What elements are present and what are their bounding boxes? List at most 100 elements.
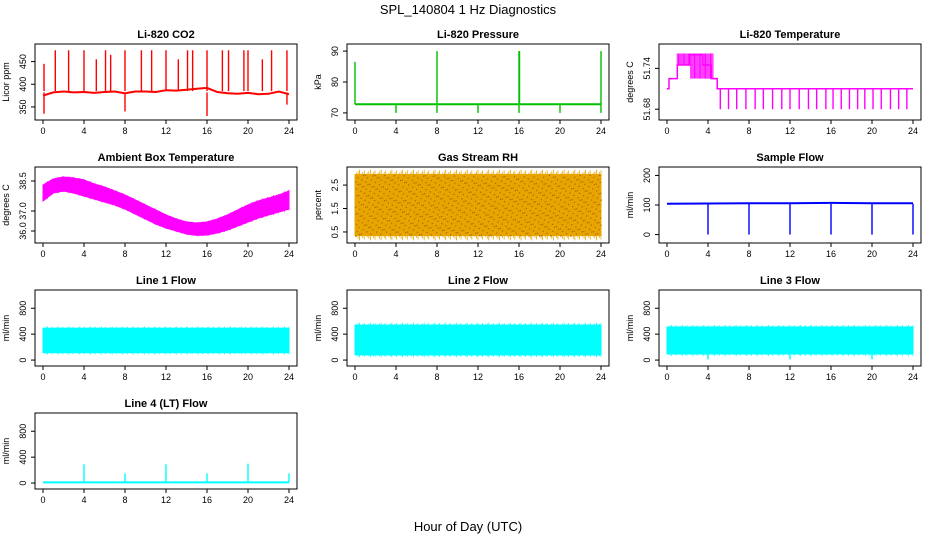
rh-dot	[421, 215, 423, 217]
rh-dot	[506, 178, 508, 180]
rh-dot	[514, 183, 516, 185]
panel-line2_flow: Line 2 Flow ml/min 0 4 8 12 16 20 24 0 400 800	[313, 275, 610, 382]
rh-dot	[379, 190, 381, 193]
rh-dot	[425, 182, 427, 184]
rh-dot	[447, 220, 449, 223]
rh-dot	[469, 234, 471, 236]
rh-dot	[361, 215, 363, 217]
rh-dot	[376, 177, 378, 179]
rh-dot	[414, 225, 416, 227]
rh-dot	[368, 208, 371, 211]
rh-dot	[439, 216, 441, 218]
x-tick-label: 24	[908, 249, 918, 259]
rh-dot	[444, 218, 447, 220]
rh-dot	[504, 182, 506, 185]
rh-dot	[567, 221, 569, 224]
y-tick-label: 38.5	[18, 172, 28, 190]
rh-dot	[371, 186, 373, 188]
rh-dot	[372, 175, 374, 177]
rh-dot	[380, 233, 382, 235]
rh-dot	[491, 187, 493, 189]
rh-dot	[367, 220, 369, 222]
rh-dot	[472, 229, 475, 232]
x-tick-label: 12	[473, 372, 483, 382]
rh-dot	[582, 181, 584, 183]
rh-dot	[591, 181, 593, 183]
x-tick-label: 24	[596, 372, 606, 382]
x-tick-label: 16	[826, 372, 836, 382]
rh-dot	[449, 227, 451, 229]
y-axis-label: degrees C	[625, 61, 635, 103]
rh-dot	[572, 206, 574, 208]
rh-dot	[396, 220, 398, 222]
rh-dot	[452, 218, 455, 221]
rh-dot	[544, 194, 546, 196]
rh-dot	[514, 190, 517, 192]
rh-dot	[583, 176, 585, 179]
panel-sample_flow: Sample Flow ml/min 0 4 8 12 16 20 24 0 100 200	[625, 152, 922, 259]
rh-dot	[401, 197, 403, 199]
rh-dot	[384, 174, 386, 177]
rh-dot	[505, 218, 507, 221]
rh-dot	[391, 229, 393, 231]
rh-dot	[444, 207, 446, 209]
rh-dot	[572, 187, 575, 190]
rh-dot	[563, 219, 565, 221]
x-tick-label: 12	[161, 249, 171, 259]
rh-dot	[544, 226, 546, 228]
rh-dot	[525, 200, 527, 203]
plot-data	[42, 176, 290, 237]
rh-dot	[460, 191, 462, 193]
rh-dot	[460, 223, 463, 225]
rh-dot	[571, 224, 573, 226]
rh-dot	[427, 220, 429, 222]
rh-dot	[569, 228, 571, 230]
rh-dot	[355, 188, 358, 190]
rh-dot	[388, 177, 390, 179]
rh-dot	[402, 186, 404, 188]
rh-dot	[438, 209, 440, 211]
rh-dot	[382, 204, 384, 206]
rh-dot	[591, 206, 593, 208]
rh-dot	[528, 221, 530, 223]
rh-dot	[493, 219, 495, 221]
rh-dot	[541, 180, 543, 183]
rh-dot	[577, 229, 579, 231]
rh-dot	[492, 176, 494, 178]
rh-dot	[434, 182, 437, 184]
rh-dot	[521, 230, 523, 232]
rh-dot	[583, 201, 585, 204]
rh-dot	[546, 196, 548, 199]
panel-title: Li-820 CO2	[137, 29, 194, 41]
rh-dot	[491, 216, 493, 218]
rh-dot	[369, 190, 371, 192]
rh-dot	[479, 209, 481, 211]
rh-dot	[453, 229, 455, 231]
rh-dot	[568, 178, 570, 180]
rh-dot	[453, 193, 455, 195]
y-tick-label: 0	[330, 358, 340, 363]
rh-dot	[556, 178, 559, 181]
rh-dot	[495, 182, 497, 184]
y-axis-label: Licor ppm	[1, 62, 11, 102]
rh-dot	[543, 183, 545, 185]
rh-dot	[545, 208, 547, 210]
rh-dot	[394, 217, 396, 220]
rh-dot	[411, 204, 413, 206]
rh-dot	[558, 203, 560, 205]
rh-dot	[427, 184, 429, 186]
rh-dot	[507, 196, 509, 198]
rh-dot	[494, 200, 496, 203]
rh-dot	[549, 210, 551, 212]
x-tick-label: 20	[555, 372, 565, 382]
rh-dot	[416, 231, 418, 233]
plot-data	[354, 51, 602, 113]
rh-dot	[584, 226, 587, 228]
rh-dot	[413, 175, 415, 177]
rh-dot	[524, 219, 526, 221]
rh-dot	[524, 226, 527, 228]
rh-dot	[593, 212, 595, 215]
rh-dot	[549, 185, 551, 187]
rh-dot	[489, 191, 491, 193]
